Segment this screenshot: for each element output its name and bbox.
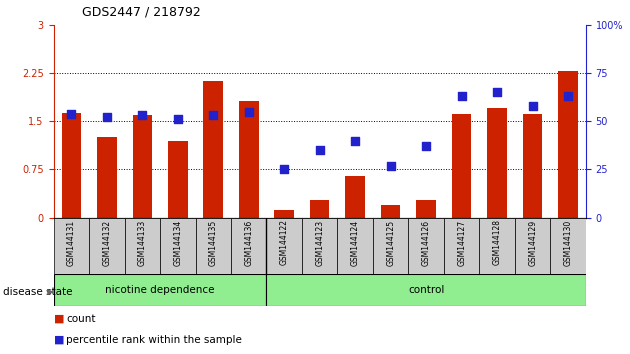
Point	[350, 138, 360, 143]
Text: GDS2447 / 218792: GDS2447 / 218792	[82, 5, 200, 18]
Text: ■: ■	[54, 335, 64, 345]
Text: disease state: disease state	[3, 287, 72, 297]
Bar	[338, 218, 373, 274]
Point	[492, 90, 502, 95]
Bar	[408, 218, 444, 274]
Bar	[266, 274, 586, 306]
Text: GSM144136: GSM144136	[244, 219, 253, 266]
Text: GSM144131: GSM144131	[67, 219, 76, 266]
Point	[527, 103, 537, 109]
Bar	[203, 81, 223, 218]
Text: GSM144134: GSM144134	[173, 219, 182, 266]
Point	[101, 115, 112, 120]
Text: GSM144125: GSM144125	[386, 219, 395, 266]
Bar	[275, 210, 294, 218]
Bar	[558, 71, 578, 218]
Bar	[168, 141, 188, 218]
Bar	[239, 101, 258, 218]
Bar	[551, 218, 586, 274]
Point	[457, 93, 467, 99]
Point	[315, 147, 325, 153]
Bar	[381, 205, 401, 218]
Bar	[345, 176, 365, 218]
Bar	[160, 218, 195, 274]
Point	[563, 93, 573, 99]
Point	[137, 113, 147, 118]
Bar	[266, 218, 302, 274]
Point	[208, 113, 218, 118]
Text: GSM144122: GSM144122	[280, 219, 289, 266]
Point	[244, 109, 254, 114]
Text: GSM144128: GSM144128	[493, 219, 501, 266]
Bar	[444, 218, 479, 274]
Point	[386, 163, 396, 169]
Text: GSM144126: GSM144126	[421, 219, 431, 266]
Bar	[373, 218, 408, 274]
Text: GSM144123: GSM144123	[315, 219, 324, 266]
Bar	[54, 218, 89, 274]
Text: GSM144127: GSM144127	[457, 219, 466, 266]
Bar	[97, 137, 117, 218]
Text: GSM144135: GSM144135	[209, 219, 218, 266]
Bar	[302, 218, 338, 274]
Bar	[488, 108, 507, 218]
Text: percentile rank within the sample: percentile rank within the sample	[66, 335, 242, 345]
Bar	[132, 115, 152, 218]
Point	[421, 143, 432, 149]
Text: GSM144132: GSM144132	[102, 219, 112, 266]
Bar	[54, 274, 266, 306]
Text: GSM144133: GSM144133	[138, 219, 147, 266]
Bar	[89, 218, 125, 274]
Bar	[125, 218, 160, 274]
Bar	[452, 114, 471, 218]
Bar	[231, 218, 266, 274]
Point	[66, 111, 76, 116]
Text: count: count	[66, 314, 96, 324]
Bar	[479, 218, 515, 274]
Text: GSM144124: GSM144124	[351, 219, 360, 266]
Point	[173, 116, 183, 122]
Text: GSM144129: GSM144129	[528, 219, 537, 266]
Bar	[310, 200, 329, 218]
Bar	[195, 218, 231, 274]
Bar	[62, 113, 81, 218]
Bar	[416, 200, 436, 218]
Text: GSM144130: GSM144130	[564, 219, 573, 266]
Text: control: control	[408, 285, 444, 295]
Bar	[515, 218, 551, 274]
Bar	[523, 114, 542, 218]
Point	[279, 167, 289, 172]
Text: nicotine dependence: nicotine dependence	[105, 285, 215, 295]
Text: ■: ■	[54, 314, 64, 324]
